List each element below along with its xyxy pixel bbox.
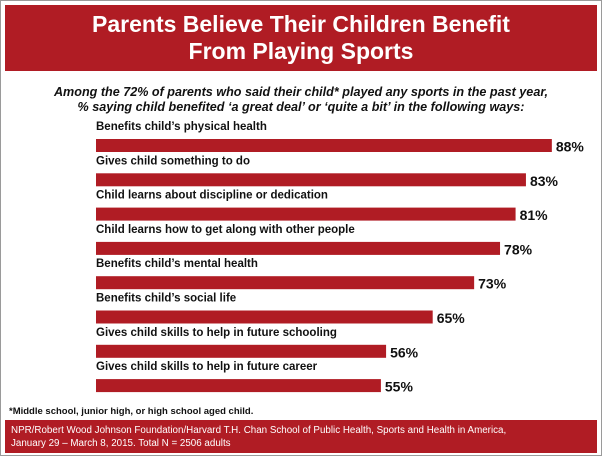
bar: [96, 276, 475, 290]
category-label: Gives child skills to help in future sch…: [96, 327, 337, 339]
bar: [96, 344, 387, 358]
value-label: 81%: [520, 207, 549, 223]
footnote: *Middle school, junior high, or high sch…: [9, 406, 254, 417]
value-label: 56%: [390, 344, 419, 360]
slide-title-line-2: From Playing Sports: [188, 38, 414, 64]
title-banner: Parents Believe Their Children Benefit F…: [5, 5, 597, 71]
value-label: 73%: [478, 276, 507, 292]
chart-subtitle: Among the 72% of parents who said their …: [7, 85, 595, 115]
value-label: 83%: [530, 173, 559, 189]
subtitle-line-2: % saying child benefited ‘a great deal’ …: [77, 100, 525, 114]
subtitle-line-1: Among the 72% of parents who said their …: [53, 85, 549, 99]
value-label: 55%: [385, 379, 414, 395]
category-label: Benefits child’s physical health: [96, 121, 267, 133]
source-line-2: January 29 – March 8, 2015. Total N = 25…: [11, 438, 231, 449]
source-banner: NPR/Robert Wood Johnson Foundation/Harva…: [5, 420, 597, 453]
category-label: Benefits child’s mental health: [96, 258, 258, 270]
bar: [96, 207, 516, 221]
value-label: 88%: [556, 139, 585, 155]
category-label: Gives child skills to help in future car…: [96, 361, 318, 373]
source-line-1: NPR/Robert Wood Johnson Foundation/Harva…: [11, 425, 507, 436]
bar: [96, 310, 433, 324]
bar: [96, 139, 552, 152]
bar: [96, 173, 526, 187]
category-label: Child learns how to get along with other…: [96, 224, 355, 236]
value-label: 78%: [504, 241, 533, 257]
category-label: Child learns about discipline or dedicat…: [96, 190, 328, 202]
category-label: Benefits child’s social life: [96, 293, 236, 305]
bar: [96, 379, 381, 393]
value-label: 65%: [437, 310, 466, 326]
category-label: Gives child something to do: [96, 155, 250, 167]
bar: [96, 241, 501, 255]
slide-title-line-1: Parents Believe Their Children Benefit: [92, 11, 510, 37]
